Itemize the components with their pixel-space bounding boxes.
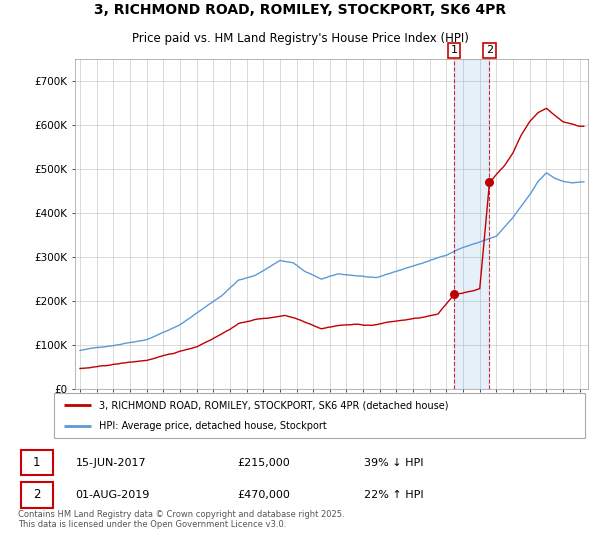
Bar bbox=[454, 59, 490, 389]
Text: 3, RICHMOND ROAD, ROMILEY, STOCKPORT, SK6 4PR: 3, RICHMOND ROAD, ROMILEY, STOCKPORT, SK… bbox=[94, 3, 506, 17]
Text: £470,000: £470,000 bbox=[237, 490, 290, 500]
Text: 2: 2 bbox=[486, 45, 493, 55]
Text: 1: 1 bbox=[451, 45, 457, 55]
Bar bbox=[21, 450, 53, 475]
Text: Price paid vs. HM Land Registry's House Price Index (HPI): Price paid vs. HM Land Registry's House … bbox=[131, 32, 469, 45]
Text: 2: 2 bbox=[33, 488, 40, 501]
Text: 22% ↑ HPI: 22% ↑ HPI bbox=[364, 490, 423, 500]
Text: 01-AUG-2019: 01-AUG-2019 bbox=[76, 490, 150, 500]
Text: 1: 1 bbox=[33, 456, 40, 469]
Text: 15-JUN-2017: 15-JUN-2017 bbox=[76, 458, 146, 468]
Bar bbox=[21, 482, 53, 507]
Text: 39% ↓ HPI: 39% ↓ HPI bbox=[364, 458, 423, 468]
Text: 3, RICHMOND ROAD, ROMILEY, STOCKPORT, SK6 4PR (detached house): 3, RICHMOND ROAD, ROMILEY, STOCKPORT, SK… bbox=[100, 400, 449, 410]
Text: HPI: Average price, detached house, Stockport: HPI: Average price, detached house, Stoc… bbox=[100, 421, 327, 431]
Text: Contains HM Land Registry data © Crown copyright and database right 2025.
This d: Contains HM Land Registry data © Crown c… bbox=[18, 510, 344, 529]
Text: £215,000: £215,000 bbox=[237, 458, 290, 468]
